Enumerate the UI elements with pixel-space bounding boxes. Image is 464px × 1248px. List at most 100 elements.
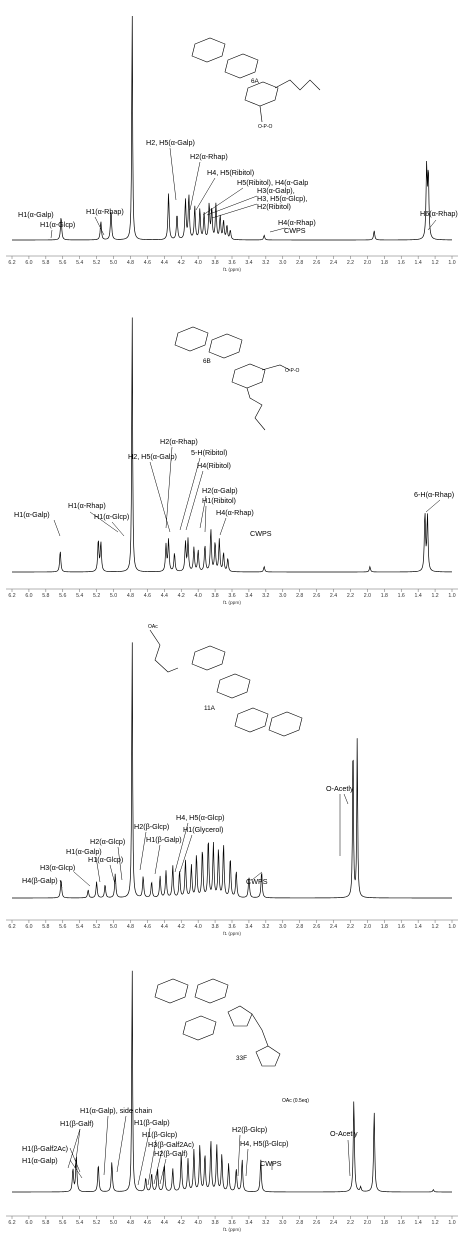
ppm-axis-11a: 6.2 6.0 5.8 5.6 5.4 5.2 5.0 4.8 4.6 4.4 4.2 4.0 3.8 3… [6,919,458,937]
structure-6b-phosphate: O-P-O [285,368,300,374]
tick-label: 5.2 [93,593,100,599]
tick-label: 1.4 [415,593,422,599]
annotation-h6-alpha-rhap: H6(α-Rhap) [420,209,458,218]
tick-label: 3.0 [279,593,286,599]
structure-oac-label: OAc (0.5eq) [282,1098,309,1104]
spectrum-trace-6b [12,317,453,573]
tick-label: 3.2 [262,260,269,266]
structure-6a-drawing: O-P-O [191,37,321,130]
annotation-h4-alpha-rhap: H4(α-Rhap) [216,508,254,517]
tick-label: 6.0 [25,1220,32,1226]
tick-label: 3.0 [279,1220,286,1226]
ppm-axis-6b: 6.2 6.0 5.8 5.6 5.4 5.2 5.0 4.8 4.6 4.4 4.2 4.0 3.8 3… [6,588,458,606]
annotation-h2-h5-alpha-galp: H2, H5(α-Galp) [128,452,177,461]
tick-label: 1.6 [398,593,405,599]
peak-annotations-6b: H1(α-Galp) H1(α-Rhap) H1(α-Glcp) H2(α-Rh… [14,437,454,538]
panel-11a: OAc 11A 6.2 6.0 5.8 5.6 5.4 5.2 5.0 4.8 4.6 4.4 4.… [6,624,458,937]
tick-label: 4.8 [127,924,134,930]
annotation-o-acetly: O-Acetly [330,1129,358,1138]
tick-label: 5.8 [42,593,49,599]
tick-label: 3.2 [262,924,269,930]
tick-label: 2.4 [330,593,337,599]
annotation-h1-beta-glcp: H1(β-Glcp) [142,1130,177,1139]
annotation-h1-alpha-glcp: H1(α-Glcp) [88,855,123,864]
annotation-h1-alpha-galp: H1(α-Galp) [66,847,102,856]
tick-label: 5.4 [76,593,83,599]
annotation-h1-alpha-galp: H1(α-Galp) [18,210,54,219]
annotation-h5-ribitol-h4-galp: H5(Ribitol), H4(α-Galp [237,178,308,187]
structure-11a-drawing: OAc [148,624,303,737]
tick-label: 3.4 [245,924,252,930]
annotation-cwps: CWPS [284,226,306,235]
compound-label-6b: 6B [203,358,211,365]
tick-label: 2.6 [313,593,320,599]
annotation-h1-alpha-glcp: H1(α-Glcp) [40,220,75,229]
compound-label-6a: 6A [251,78,260,85]
structure-6b-drawing: O-P-O [174,326,300,431]
tick-label: 6.2 [8,1220,15,1226]
structure-33f-drawing [154,978,281,1067]
axis-title: f1 (ppm) [223,931,241,937]
annotation-h4-h5-beta-glcp: H4, H5(β-Glcp) [240,1139,288,1148]
tick-label: 5.2 [93,1220,100,1226]
annotation-5-h-ribitol: 5-H(Ribitol) [191,448,227,457]
tick-label: 1.0 [448,260,455,266]
panel-6a: O-P-O 6A 6.2 6.0 5.8 5.6 5.4 5.2 5.0 4.8 4.6 4.4 4… [6,15,458,273]
tick-label: 2.0 [364,1220,371,1226]
tick-label: 5.4 [76,1220,83,1226]
annotation-h1-beta-galf-a: H1(β-Galf) [60,1119,94,1128]
annotation-h2-alpha-rhap: H2(α-Rhap) [190,152,228,161]
panel-33f: 33F OAc (0.5eq) 6.2 6.0 5.8 5.6 5.4 5.2 5.0 4.8… [6,970,458,1233]
tick-label: 4.2 [178,260,185,266]
panel-6b: O-P-O 6B 6.2 6.0 5.8 5.6 5.4 5.2 5.0 4.8 4.6 4.4 4… [6,317,458,606]
ppm-axis-6a: 6.2 6.0 5.8 5.6 5.4 5.2 5.0 4.8 4.6 4.4 4.2 4.0 3.8 3… [6,255,458,273]
annotation-arrows-6a [50,147,437,239]
tick-label: 1.0 [448,593,455,599]
tick-label: 6.0 [25,924,32,930]
spectrum-trace-33f [12,970,452,1193]
tick-label: 1.8 [381,1220,388,1226]
tick-label: 4.8 [127,260,134,266]
tick-label: 2.8 [296,260,303,266]
annotation-h1-glycerol: H1(Glycerol) [183,825,223,834]
annotation-h3-h5-alpha-glcp: H3, H5(α-Glcp), [257,194,307,203]
tick-label: 1.0 [448,1220,455,1226]
tick-label: 4.8 [127,593,134,599]
tick-label: 3.0 [279,924,286,930]
structure-11a-oac: OAc [148,624,158,630]
annotation-h2-alpha-rhap: H2(α-Rhap) [160,437,198,446]
axis-title: f1 (ppm) [223,600,241,606]
annotation-h2-ribitol: H2(Ribitol) [257,202,291,211]
annotation-h3-alpha-glcp: H3(α-Glcp) [40,863,75,872]
compound-label-33f: 33F [236,1055,247,1062]
tick-label: 1.6 [398,1220,405,1226]
annotation-h2-beta-galf: H2(β-Galf) [154,1149,188,1158]
peak-annotations-6a: H1(α-Galp) H1(α-Glcp) H1(α-Rhap) H2, H5(… [18,138,458,239]
tick-label: 1.6 [398,260,405,266]
tick-label: 2.0 [364,924,371,930]
tick-label: 5.8 [42,260,49,266]
tick-label: 3.0 [279,260,286,266]
tick-label: 1.0 [448,924,455,930]
annotation-h2-beta-glcp: H2(β-Glcp) [134,822,169,831]
annotation-h4-ribitol: H4(Ribitol) [197,461,231,470]
tick-label: 3.6 [228,1220,235,1226]
annotation-h1-beta-galf2ac: H1(β-Galf2Ac) [22,1144,68,1153]
spectrum-trace-6a [12,15,452,241]
tick-label: 4.0 [195,593,202,599]
tick-label: 4.4 [161,260,168,266]
tick-label: 2.6 [313,1220,320,1226]
tick-label: 3.8 [211,1220,218,1226]
annotation-h2-h5-alpha-galp: H2, H5(α-Galp) [146,138,195,147]
tick-label: 6.0 [25,260,32,266]
tick-label: 2.0 [364,593,371,599]
annotation-h1-alpha-rhap: H1(α-Rhap) [68,501,106,510]
annotation-h1-alpha-galp: H1(α-Galp) [14,510,50,519]
annotation-h1-alpha-galp-side-chain: H1(α-Galp), side chain [80,1106,152,1115]
tick-label: 1.4 [415,260,422,266]
tick-label: 5.6 [59,260,66,266]
annotation-cwps: CWPS [260,1159,282,1168]
tick-label: 3.8 [211,924,218,930]
annotation-h4-h5-ribitol: H4, H5(Ribitol) [207,168,254,177]
tick-label: 1.4 [415,1220,422,1226]
